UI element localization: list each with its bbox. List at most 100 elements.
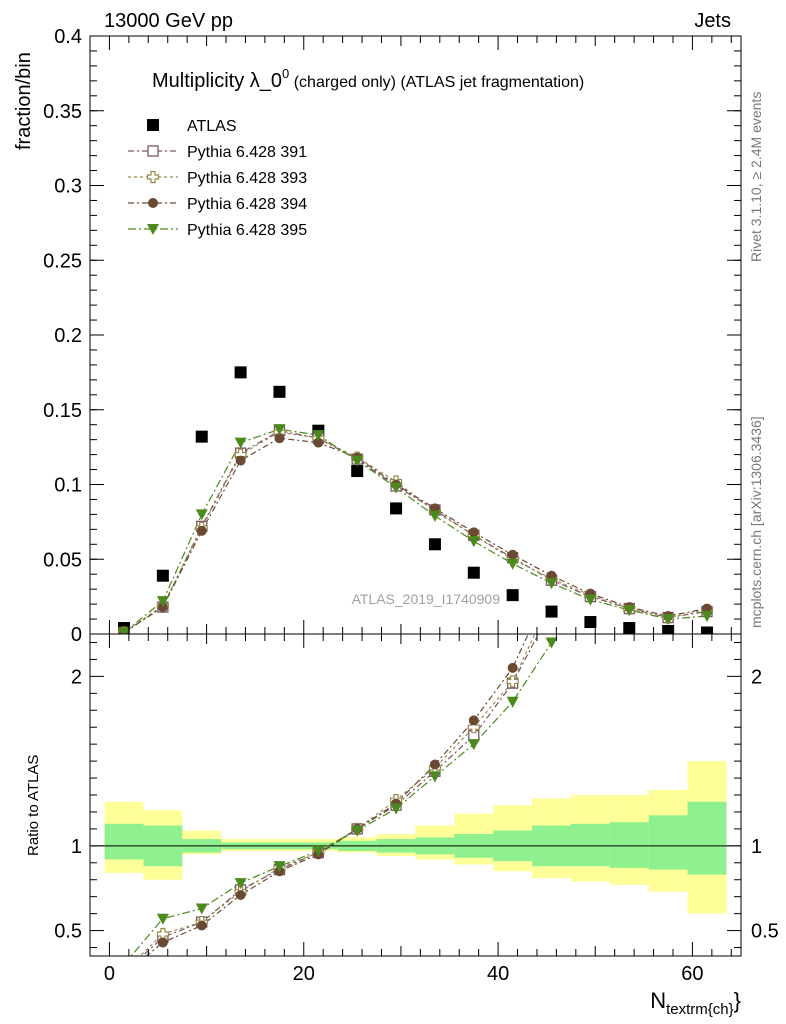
ratio-point-pythia-6-428-394 [468,715,479,726]
header-category: Jets [694,10,731,32]
data-point-pythia-6-428-395 [506,558,519,570]
y-axis-label-ratio: Ratio to ATLAS [25,755,42,856]
ratio-point-pythia-6-428-395 [195,903,208,915]
y-tick-label: 0.1 [54,475,82,497]
ratio-point-pythia-6-428-395 [351,825,364,837]
data-point-pythia-6-428-395 [428,510,441,522]
legend: ATLAS Pythia 6.428 391 Pythia 6.428 393 Pyt… [128,118,307,239]
uncertainty-band-inner [570,823,610,867]
legend-marker-atlas [147,119,159,131]
ratio-point-pythia-6-428-395 [428,771,441,783]
x-tick-label: 0 [104,963,115,985]
ratio-point-pythia-6-428-395 [273,861,286,873]
data-point-pythia-6-428-394 [468,527,479,538]
data-point-atlas [584,616,597,629]
analysis-id-label: ATLAS_2019_I1740909 [352,591,501,607]
data-point-pythia-6-428-395 [118,627,131,634]
data-point-pythia-6-428-394 [507,549,518,560]
main-plot-area [117,366,714,634]
legend-marker-pythia-6-428-391 [147,145,159,157]
data-point-pythia-6-428-395 [351,455,364,467]
ratio-line-pythia-6-428-395 [130,642,553,956]
data-point-atlas [623,622,636,634]
data-point-atlas [506,589,519,602]
data-point-pythia-6-428-394 [274,433,285,444]
legend-label-pythia-6-428-394: Pythia 6.428 394 [187,196,307,213]
y-tick-label: 0.4 [54,26,82,48]
ratio-point-pythia-6-428-395 [312,845,325,857]
y-tick-label: 0.05 [43,549,82,571]
ratio-line-pythia-6-428-393 [139,634,536,956]
data-point-atlas [234,366,247,379]
y-tick-label: 0.2 [54,325,82,347]
uncertainty-band-inner [687,801,727,875]
ratio-plot-area [90,593,741,956]
y-tick-label: 0.15 [43,400,82,422]
data-point-atlas [156,569,169,582]
x-tick-label: 40 [487,963,509,985]
data-point-pythia-6-428-394 [235,455,246,466]
legend-marker-pythia-6-428-394 [148,198,158,208]
ratio-point-pythia-6-428-394 [429,759,440,770]
x-axis-label: Ntextrm{ch}} [650,988,741,1018]
ratio-point-pythia-6-428-395 [156,913,169,925]
ratio-y-tick-label-right: 2 [751,666,762,688]
ratio-point-pythia-6-428-395 [506,696,519,708]
data-point-atlas [662,625,675,634]
y-tick-label: 0.3 [54,176,82,198]
ratio-point-pythia-6-428-393 [546,593,557,604]
data-point-pythia-6-428-395 [312,430,325,442]
data-point-atlas [428,538,441,551]
data-point-pythia-6-428-395 [623,605,636,617]
uncertainty-band-inner [648,815,688,870]
ratio-plot-axes: 0.5 0.51 12 20 20 40 60 [54,633,779,985]
y-tick-label: 0.25 [43,250,82,272]
legend-label-pythia-6-428-395: Pythia 6.428 395 [187,222,307,239]
legend-label-pythia-6-428-391: Pythia 6.428 391 [187,144,307,161]
data-point-atlas [545,605,558,618]
legend-label-atlas: ATLAS [187,118,237,135]
ratio-point-pythia-6-428-395 [390,803,403,815]
data-point-pythia-6-428-395 [700,611,713,623]
data-point-atlas [195,430,208,443]
ratio-y-tick-label-right: 0.5 [751,921,779,943]
ratio-point-pythia-6-428-394 [196,920,207,931]
data-point-atlas [351,465,364,478]
data-point-pythia-6-428-395 [545,578,558,590]
ratio-point-pythia-6-428-395 [467,739,480,751]
ratio-point-pythia-6-428-393 [506,675,519,688]
ratio-point-pythia-6-428-394 [235,889,246,900]
x-tick-label: 20 [293,963,315,985]
series-line-pythia-6-428-395 [123,428,708,633]
data-point-pythia-6-428-394 [196,525,207,536]
ratio-point-pythia-6-428-394 [157,937,168,948]
legend-marker-pythia-6-428-395 [147,224,159,235]
ratio-point-pythia-6-428-395 [545,637,558,649]
chart-title: Multiplicity λ_00 (charged only) (ATLAS … [152,66,584,92]
mcplots-label: mcplots.cern.ch [arXiv:1306.3436] [748,416,764,628]
data-point-pythia-6-428-395 [467,536,480,548]
data-point-pythia-6-428-395 [234,437,247,449]
legend-label-pythia-6-428-393: Pythia 6.428 393 [187,170,307,187]
uncertainty-band-inner [104,823,144,860]
data-point-atlas [700,626,713,634]
data-point-pythia-6-428-395 [390,482,403,494]
data-point-pythia-6-428-395 [662,614,675,626]
data-point-pythia-6-428-395 [584,594,597,606]
ratio-point-pythia-6-428-395 [234,878,247,890]
y-tick-label: 0 [71,624,82,646]
y-axis-label-top: fraction/bin [13,52,35,150]
uncertainty-band-inner [609,822,649,868]
data-point-pythia-6-428-394 [313,437,324,448]
series-line-pythia-6-428-394 [123,437,708,634]
ratio-point-pythia-6-428-394 [507,662,518,673]
ratio-y-tick-label-right: 1 [751,836,762,858]
legend-marker-pythia-6-428-393 [146,170,160,184]
ratio-point-pythia-6-428-393 [467,721,480,734]
series-line-pythia-6-428-391 [123,430,708,634]
x-tick-label: 60 [681,963,703,985]
main-plot-axes: 0 0.05 0.1 0.15 0.2 0.25 0.3 0.35 0.4 [43,26,742,646]
data-point-pythia-6-428-395 [273,424,286,436]
data-point-atlas [390,502,403,515]
